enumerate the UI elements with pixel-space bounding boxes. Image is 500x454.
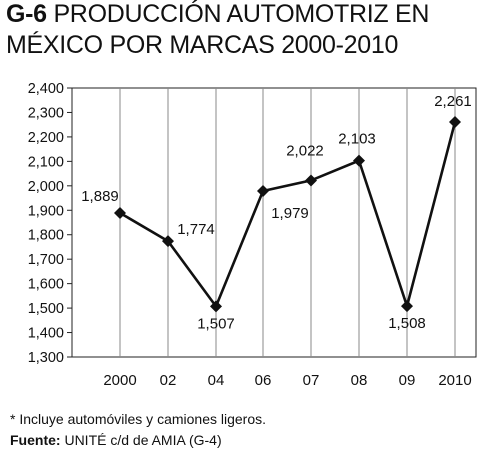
source-note: Fuente: UNITÉ c/d de AMIA (G-4) bbox=[10, 431, 222, 449]
y-tick-label: 2,200 bbox=[28, 130, 64, 146]
data-label: 1,889 bbox=[81, 188, 119, 205]
chart-title-line-2: MÉXICO POR MARCAS 2000-2010 bbox=[6, 31, 399, 59]
y-tick-label: 1,900 bbox=[28, 203, 64, 219]
data-point-marker bbox=[401, 300, 413, 313]
data-point-marker bbox=[449, 115, 461, 128]
x-tick-label: 08 bbox=[351, 372, 368, 389]
chart-title-text: PRODUCCIÓN AUTOMOTRIZ EN bbox=[53, 0, 430, 28]
y-tick-label: 2,400 bbox=[28, 81, 64, 97]
x-tick-label: 06 bbox=[255, 372, 272, 389]
y-tick-label: 2,000 bbox=[28, 179, 64, 195]
y-tick-label: 1,400 bbox=[28, 326, 64, 342]
y-tick-label: 1,800 bbox=[28, 228, 64, 244]
source-label: Fuente: bbox=[10, 432, 61, 448]
x-tick-label: 09 bbox=[399, 372, 416, 389]
x-tick-label: 2000 bbox=[103, 372, 136, 389]
y-tick-label: 1,600 bbox=[28, 277, 64, 293]
chart-title-line-1: G-6 PRODUCCIÓN AUTOMOTRIZ EN bbox=[6, 0, 429, 28]
data-label: 1,774 bbox=[177, 221, 215, 238]
footnote: * Incluye automóviles y camiones ligeros… bbox=[10, 411, 267, 427]
data-point-marker bbox=[257, 184, 269, 197]
data-point-marker bbox=[210, 300, 222, 313]
x-tick-label: 02 bbox=[160, 372, 177, 389]
data-point-marker bbox=[305, 174, 317, 187]
y-tick-label: 1,300 bbox=[28, 350, 64, 366]
y-tick-label: 2,100 bbox=[28, 154, 64, 170]
plot-area-frame bbox=[71, 87, 477, 358]
series-line bbox=[119, 121, 457, 311]
source-text: UNITÉ c/d de AMIA (G-4) bbox=[60, 432, 222, 448]
data-label: 2,022 bbox=[286, 142, 324, 159]
x-tick-label: 07 bbox=[303, 372, 320, 389]
x-tick-label: 04 bbox=[208, 372, 225, 389]
y-tick-label: 1,500 bbox=[28, 301, 64, 317]
y-tick-label: 2,300 bbox=[28, 105, 64, 121]
x-tick-label: 2010 bbox=[438, 372, 471, 389]
y-tick-label: 1,700 bbox=[28, 252, 64, 268]
data-label: 1,507 bbox=[197, 315, 235, 332]
data-point-marker bbox=[114, 206, 126, 219]
data-label: 2,261 bbox=[434, 93, 472, 110]
data-point-marker bbox=[353, 154, 365, 167]
data-point-marker bbox=[162, 235, 174, 248]
data-label: 1,508 bbox=[388, 315, 426, 332]
data-label: 2,103 bbox=[338, 131, 376, 148]
data-label: 1,979 bbox=[271, 205, 309, 222]
chart-code: G-6 bbox=[6, 0, 47, 28]
